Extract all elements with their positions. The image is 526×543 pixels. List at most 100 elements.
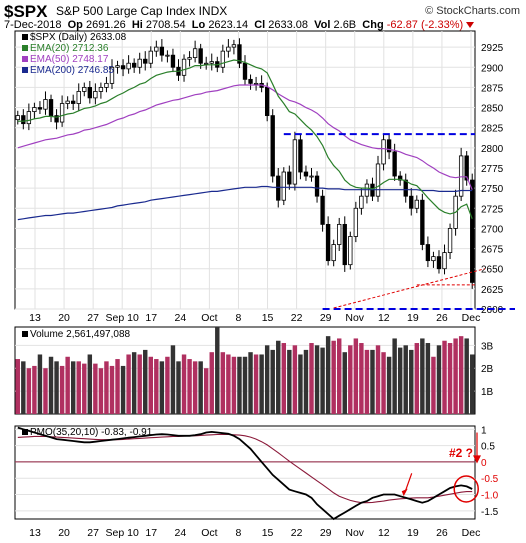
candle-body — [403, 179, 408, 197]
volume-bar — [453, 338, 458, 414]
candle-body — [353, 207, 359, 237]
volume-bar — [126, 354, 131, 414]
volume-bar — [231, 356, 237, 414]
candle-body — [342, 223, 347, 266]
volume-bar — [26, 368, 32, 414]
volume-bar — [115, 359, 120, 414]
candle-body — [109, 66, 115, 84]
volume-bar — [458, 336, 464, 414]
candle-body — [159, 46, 165, 56]
candle-body — [148, 50, 153, 64]
candle-body — [276, 175, 281, 201]
x-tick-label-bottom: Dec — [462, 527, 481, 539]
candle-body — [270, 115, 275, 177]
volume-bar — [242, 356, 248, 414]
price-y-tick-label: 2875 — [481, 83, 504, 94]
quote-line: 7-Dec-2018 Op 2691.26 Hi 2708.54 Lo 2623… — [4, 19, 475, 31]
candle-body — [442, 252, 447, 270]
volume-bar — [165, 356, 170, 414]
open-value: 2691.26 — [85, 19, 126, 31]
x-tick-label-top: Oct — [201, 312, 217, 324]
volume-bar — [43, 368, 48, 414]
volume-bar — [414, 343, 420, 414]
exchange: INDX — [198, 4, 228, 18]
candle-body — [431, 256, 436, 262]
pmo-swatch-icon — [22, 429, 28, 436]
candle-body — [181, 58, 187, 76]
candle-body — [392, 151, 397, 177]
volume-bar — [159, 361, 165, 414]
candle-body — [398, 175, 403, 181]
pmo-y-tick-label: -1.0 — [481, 491, 499, 502]
candle-body — [425, 244, 431, 262]
x-tick-label-bottom: 29 — [320, 527, 332, 539]
volume-bar — [93, 363, 98, 414]
stockcharts-logo: © StockCharts.com — [425, 5, 520, 17]
volume-bar — [292, 345, 298, 414]
low-label: Lo — [191, 19, 206, 31]
volume-bar — [359, 343, 364, 414]
index-name: S&P 500 Large Cap Index INDX — [56, 4, 227, 18]
price-y-tick-label: 2850 — [481, 104, 504, 115]
candle-body — [143, 58, 148, 64]
pmo-y-tick-label: -1.5 — [481, 507, 499, 518]
candle-body — [337, 223, 342, 245]
pmo-line — [17, 426, 473, 521]
volume-bar — [54, 361, 59, 414]
volume-bar — [342, 352, 347, 414]
volume-bar — [375, 345, 381, 414]
candle-body — [409, 195, 414, 209]
x-tick-label-bottom: Sep 10 — [106, 527, 139, 539]
volume-bar — [303, 349, 309, 414]
price-y-tick-label: 2825 — [481, 124, 504, 135]
pmo-annotation-label: #2 ? — [449, 446, 474, 460]
volume-bar — [59, 365, 65, 414]
legend-volume: Volume 2,561,497,088 — [22, 329, 130, 340]
price-y-tick-label: 2900 — [481, 63, 504, 74]
volume-bar — [226, 354, 231, 414]
x-tick-label-bottom: 22 — [291, 527, 303, 539]
legend-price-text: $SPX (Daily) 2633.08 — [30, 32, 127, 43]
x-tick-label-top: 24 — [174, 312, 186, 324]
index-name-text: S&P 500 Large Cap Index — [56, 4, 196, 18]
candle-body — [93, 91, 98, 99]
pmo-y-tick-label: 0.5 — [481, 442, 495, 453]
candle-body — [65, 100, 70, 104]
candle-body — [48, 99, 54, 117]
price-y-tick-label: 2750 — [481, 184, 504, 195]
volume-bar — [82, 363, 87, 414]
volume-bar — [314, 345, 320, 414]
candle-body — [298, 139, 303, 173]
legend-ema20-text: EMA(20) 2712.36 — [30, 43, 109, 54]
x-tick-label-top: 13 — [29, 312, 41, 324]
candle-body — [470, 179, 475, 283]
candle-body — [436, 256, 442, 270]
ema20-line — [17, 59, 473, 220]
vol-label: Vol — [314, 19, 331, 31]
volume-bar — [331, 340, 336, 414]
open-label: Op — [67, 19, 83, 31]
price-y-tick-label: 2725 — [481, 204, 504, 215]
x-tick-label-bottom: 19 — [407, 527, 419, 539]
down-arrow-icon — [473, 455, 481, 464]
legend-price: $SPX (Daily) 2633.08 — [22, 32, 126, 43]
volume-bar — [65, 356, 70, 414]
volume-bar — [215, 327, 220, 414]
volume-bar — [137, 354, 142, 414]
volume-bar — [392, 338, 397, 414]
volume-bar — [48, 356, 54, 414]
x-tick-label-top: 20 — [58, 312, 70, 324]
candle-body — [87, 87, 92, 99]
volume-bar — [403, 345, 408, 414]
candle-body — [120, 65, 126, 70]
x-tick-label-bottom: 13 — [29, 527, 41, 539]
volume-y-tick-label: 1B — [481, 387, 494, 398]
volume-bar — [198, 361, 203, 414]
x-tick-label-top: 8 — [236, 312, 242, 324]
legend-ema200: EMA(200) 2746.85 — [22, 65, 114, 76]
volume-bar — [470, 354, 475, 414]
legend-ema20: EMA(20) 2712.36 — [22, 43, 108, 54]
candle-body — [104, 82, 109, 88]
volume-bar — [259, 354, 264, 414]
pmo-y-tick-label: 1 — [481, 425, 487, 436]
